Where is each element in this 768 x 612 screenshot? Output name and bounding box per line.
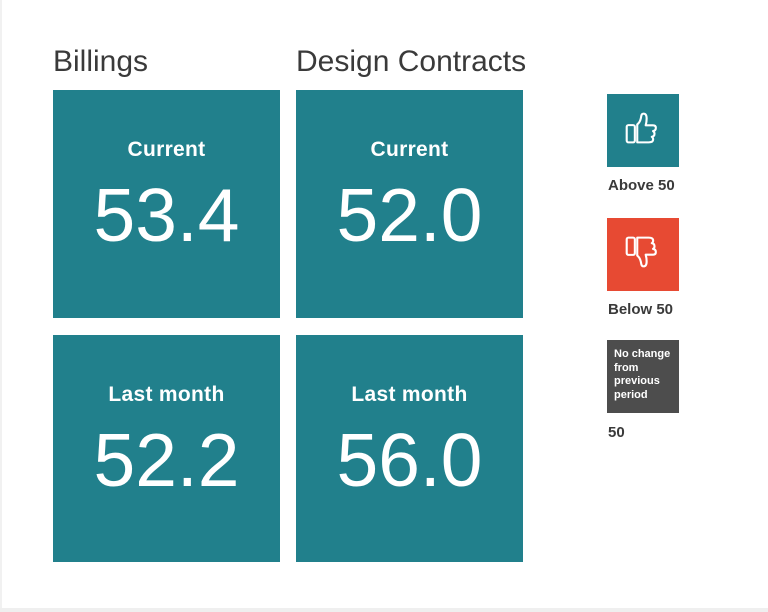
legend-no-change-box: No change from previous period <box>607 340 679 413</box>
kpi-tile-label: Last month <box>108 383 225 406</box>
kpi-tile-label: Last month <box>351 383 468 406</box>
legend-above-50-box <box>607 94 679 167</box>
thumbs-up-icon <box>620 105 666 156</box>
kpi-tile-design-contracts-last-month: Last month 56.0 <box>296 335 523 562</box>
legend-below-50-label: Below 50 <box>608 301 674 318</box>
legend-below-50-box <box>607 218 679 291</box>
kpi-tile-label: Current <box>127 138 206 161</box>
legend-above-50-label: Above 50 <box>608 177 675 194</box>
column-header-design-contracts: Design Contracts <box>296 45 527 78</box>
legend-no-change-label: 50 <box>608 424 625 441</box>
left-edge-divider <box>0 0 2 612</box>
bottom-edge-divider <box>0 608 768 612</box>
column-header-billings: Billings <box>53 45 149 78</box>
kpi-tile-value: 52.2 <box>93 418 240 502</box>
kpi-tile-billings-current: Current 53.4 <box>53 90 280 318</box>
kpi-tile-billings-last-month: Last month 52.2 <box>53 335 280 562</box>
thumbs-down-icon <box>620 229 666 280</box>
kpi-tile-label: Current <box>370 138 449 161</box>
kpi-tile-value: 56.0 <box>336 418 483 502</box>
kpi-tile-design-contracts-current: Current 52.0 <box>296 90 523 318</box>
kpi-tile-value: 52.0 <box>336 173 483 257</box>
kpi-tile-value: 53.4 <box>93 173 240 257</box>
